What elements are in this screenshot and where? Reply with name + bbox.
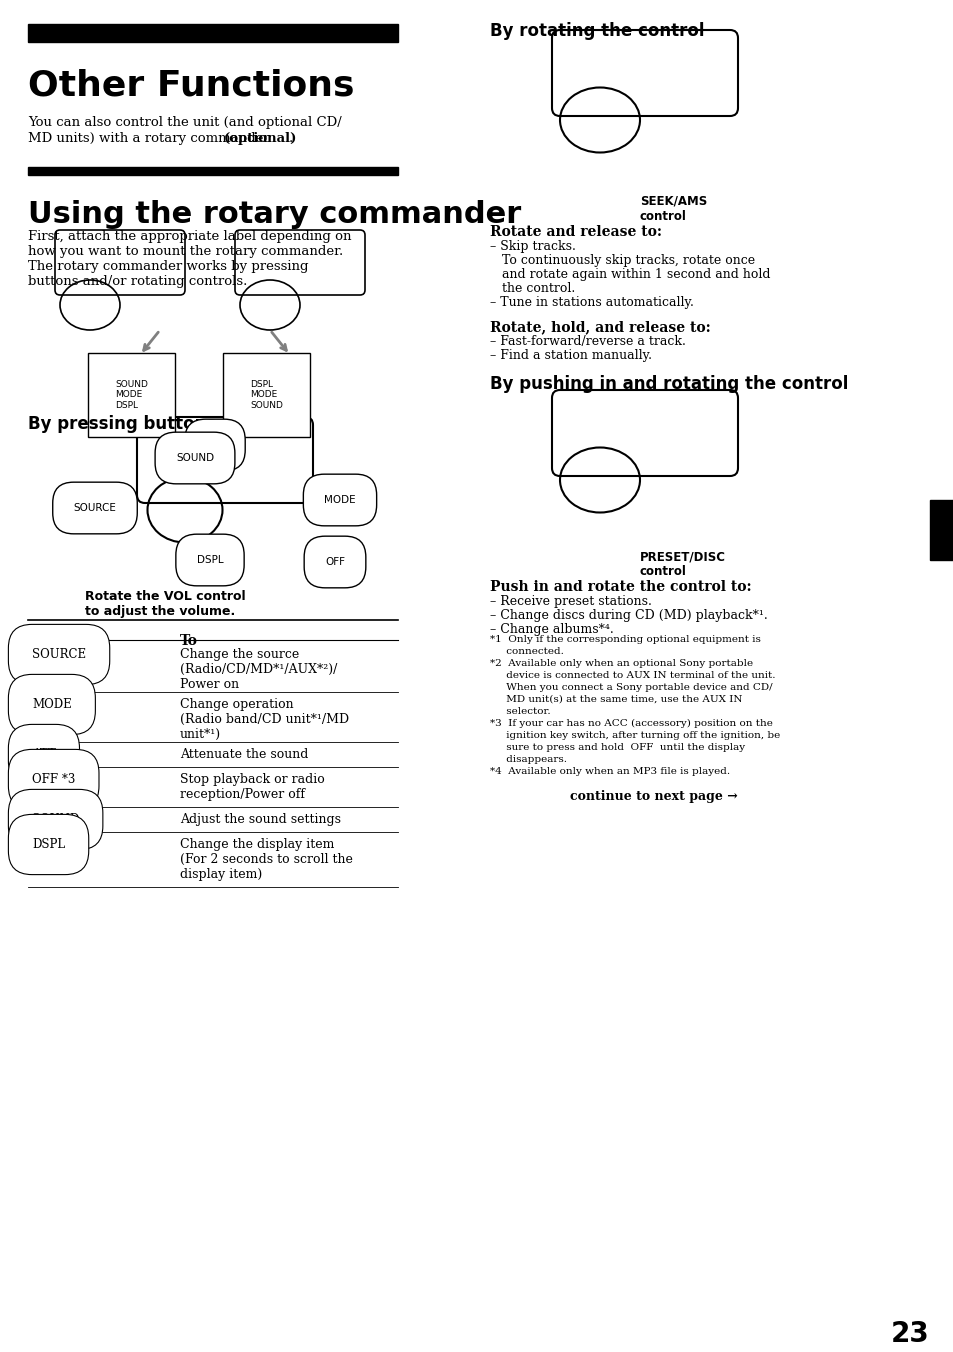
Text: Press: Press: [28, 634, 71, 648]
Text: – Change discs during CD (MD) playback*¹.: – Change discs during CD (MD) playback*¹…: [490, 608, 767, 622]
Text: – Change albums*⁴.: – Change albums*⁴.: [490, 623, 613, 635]
Text: Using the rotary commander: Using the rotary commander: [28, 200, 520, 228]
Text: DSPL: DSPL: [196, 556, 223, 565]
Text: how you want to mount the rotary commander.: how you want to mount the rotary command…: [28, 245, 343, 258]
Text: – Find a station manually.: – Find a station manually.: [490, 349, 651, 362]
Text: Rotate the VOL control
to adjust the volume.: Rotate the VOL control to adjust the vol…: [85, 589, 245, 618]
Text: device is connected to AUX IN terminal of the unit.: device is connected to AUX IN terminal o…: [490, 671, 775, 680]
Text: – Skip tracks.: – Skip tracks.: [490, 241, 576, 253]
Text: The rotary commander works by pressing: The rotary commander works by pressing: [28, 260, 308, 273]
Text: Stop playback or radio
reception/Power off: Stop playback or radio reception/Power o…: [180, 773, 324, 800]
Text: Rotate, hold, and release to:: Rotate, hold, and release to:: [490, 320, 710, 334]
Text: Rotate and release to:: Rotate and release to:: [490, 224, 661, 239]
Text: .: .: [289, 132, 293, 145]
Text: DSPL
MODE
SOUND: DSPL MODE SOUND: [250, 380, 283, 410]
Bar: [28, 168, 397, 174]
Text: First, attach the appropriate label depending on: First, attach the appropriate label depe…: [28, 230, 351, 243]
Text: SOUND
MODE
DSPL: SOUND MODE DSPL: [115, 380, 148, 410]
Text: Change the display item
(For 2 seconds to scroll the
display item): Change the display item (For 2 seconds t…: [180, 838, 353, 882]
Text: SOUND: SOUND: [175, 453, 213, 462]
Text: SOUND: SOUND: [32, 813, 79, 826]
Text: Adjust the sound settings: Adjust the sound settings: [180, 813, 340, 826]
Text: By pressing buttons: By pressing buttons: [28, 415, 216, 433]
Text: MODE: MODE: [32, 698, 71, 711]
Text: – Fast-forward/reverse a track.: – Fast-forward/reverse a track.: [490, 335, 685, 347]
Text: Attenuate the sound: Attenuate the sound: [180, 748, 308, 761]
Text: ignition key switch, after turning off the ignition, be: ignition key switch, after turning off t…: [490, 731, 780, 740]
Text: connected.: connected.: [490, 648, 563, 656]
Text: *2  Available only when an optional Sony portable: *2 Available only when an optional Sony …: [490, 658, 752, 668]
Text: SOURCE: SOURCE: [73, 503, 116, 512]
Text: buttons and/or rotating controls.: buttons and/or rotating controls.: [28, 274, 247, 288]
Text: OFF: OFF: [325, 557, 345, 566]
Text: Other Functions: Other Functions: [28, 68, 355, 101]
Text: You can also control the unit (and optional CD/: You can also control the unit (and optio…: [28, 116, 341, 128]
Text: the control.: the control.: [490, 283, 575, 295]
Text: SEEK/AMS
control: SEEK/AMS control: [639, 195, 706, 223]
Text: When you connect a Sony portable device and CD/: When you connect a Sony portable device …: [490, 683, 772, 692]
Text: *3  If your car has no ACC (accessory) position on the: *3 If your car has no ACC (accessory) po…: [490, 719, 772, 729]
Text: continue to next page →: continue to next page →: [569, 790, 737, 803]
Text: MD unit(s) at the same time, use the AUX IN: MD unit(s) at the same time, use the AUX…: [490, 695, 741, 704]
Text: Change the source
(Radio/CD/MD*¹/AUX*²)/
Power on: Change the source (Radio/CD/MD*¹/AUX*²)/…: [180, 648, 337, 691]
Text: disappears.: disappears.: [490, 754, 566, 764]
Text: – Receive preset stations.: – Receive preset stations.: [490, 595, 651, 608]
Text: ATT: ATT: [32, 748, 56, 761]
Text: and rotate again within 1 second and hold: and rotate again within 1 second and hol…: [490, 268, 770, 281]
Text: Push in and rotate the control to:: Push in and rotate the control to:: [490, 580, 751, 594]
Text: – Tune in stations automatically.: – Tune in stations automatically.: [490, 296, 693, 310]
Text: SOURCE: SOURCE: [32, 648, 86, 661]
Text: DSPL: DSPL: [32, 838, 65, 850]
Text: (optional): (optional): [224, 132, 297, 145]
Text: *1  Only if the corresponding optional equipment is: *1 Only if the corresponding optional eq…: [490, 635, 760, 644]
Text: Change operation
(Radio band/CD unit*¹/MD
unit*¹): Change operation (Radio band/CD unit*¹/M…: [180, 698, 349, 741]
Text: By pushing in and rotating the control: By pushing in and rotating the control: [490, 375, 847, 393]
Text: MD units) with a rotary commander: MD units) with a rotary commander: [28, 132, 274, 145]
Text: To: To: [180, 634, 197, 648]
Text: To continuously skip tracks, rotate once: To continuously skip tracks, rotate once: [490, 254, 755, 266]
Bar: [929, 500, 953, 560]
Text: MODE: MODE: [324, 495, 355, 506]
Text: selector.: selector.: [490, 707, 550, 717]
Text: *4  Available only when an MP3 file is played.: *4 Available only when an MP3 file is pl…: [490, 767, 729, 776]
Text: PRESET/DISC
control: PRESET/DISC control: [639, 550, 725, 579]
Text: ATT: ATT: [206, 439, 224, 450]
Bar: [28, 24, 397, 42]
Text: 23: 23: [890, 1320, 928, 1348]
Text: OFF *3: OFF *3: [32, 773, 75, 786]
Text: sure to press and hold  OFF  until the display: sure to press and hold OFF until the dis…: [490, 744, 744, 752]
Text: By rotating the control: By rotating the control: [490, 22, 703, 41]
